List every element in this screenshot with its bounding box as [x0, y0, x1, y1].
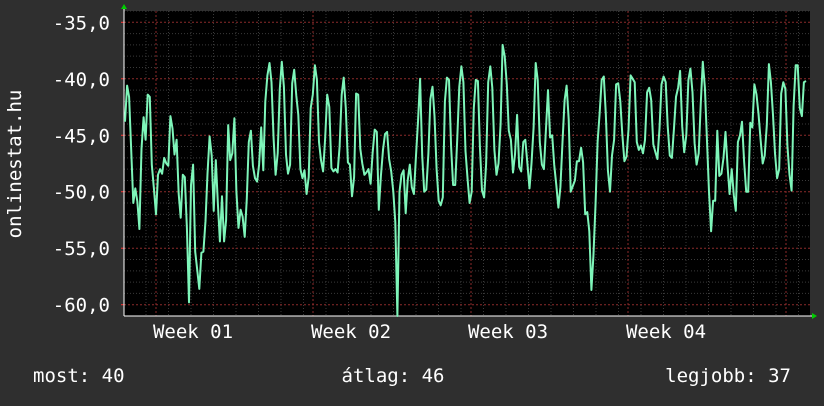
x-tick-labels: Week 01 Week 02 Week 03 Week 04: [153, 321, 706, 343]
x-tick-label: Week 03: [468, 321, 548, 343]
footer-current-value: most: 40: [33, 365, 125, 387]
y-axis-arrow: [121, 4, 127, 9]
series-layer: [124, 43, 807, 317]
y-tick-label: -60,0: [53, 295, 110, 317]
y-tick-label: -50,0: [53, 182, 110, 204]
x-tick-label: Week 01: [153, 321, 233, 343]
footer-best-value: legjobb: 37: [665, 365, 791, 387]
x-tick-label: Week 02: [311, 321, 391, 343]
series-line: [124, 43, 807, 317]
y-tick-label: -35,0: [53, 12, 110, 34]
y-tick-label: -55,0: [53, 238, 110, 260]
y-tick-labels: -35,0 -40,0 -45,0 -50,0 -55,0 -60,0: [53, 12, 110, 316]
footer-average-value: átlag: 46: [342, 365, 445, 387]
x-tick-label: Week 04: [626, 321, 706, 343]
y-axis-label: onlinestat.hu: [4, 90, 26, 239]
axes: [121, 4, 817, 319]
x-axis-arrow: [812, 313, 817, 319]
y-tick-label: -45,0: [53, 125, 110, 147]
y-tick-label: -40,0: [53, 69, 110, 91]
major-grid: [121, 11, 810, 316]
